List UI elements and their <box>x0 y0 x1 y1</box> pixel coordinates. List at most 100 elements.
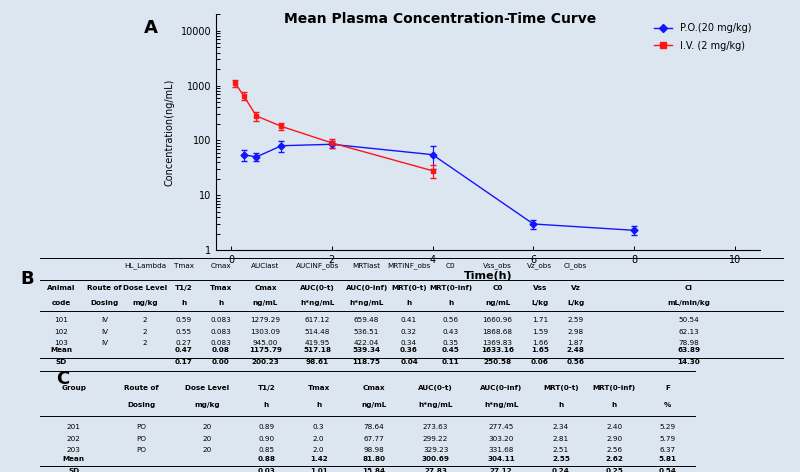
Text: 63.89: 63.89 <box>678 347 700 354</box>
Text: 0.56: 0.56 <box>442 317 458 323</box>
Text: h: h <box>218 300 223 306</box>
Text: 2.81: 2.81 <box>553 436 569 441</box>
Text: Tmax: Tmax <box>307 385 330 391</box>
Text: 0.08: 0.08 <box>212 347 230 354</box>
Text: 2: 2 <box>143 329 147 335</box>
Legend: P.O.(20 mg/kg), I.V. (2 mg/kg): P.O.(20 mg/kg), I.V. (2 mg/kg) <box>650 19 755 55</box>
Text: Cmax: Cmax <box>254 285 277 291</box>
Text: 0.85: 0.85 <box>258 447 274 454</box>
Text: 331.68: 331.68 <box>489 447 514 454</box>
Text: 1369.83: 1369.83 <box>482 340 513 346</box>
Text: 201: 201 <box>66 424 81 430</box>
Text: 0.32: 0.32 <box>401 329 417 335</box>
Text: 304.11: 304.11 <box>487 456 515 463</box>
Text: 6.37: 6.37 <box>659 447 676 454</box>
Text: IV: IV <box>101 329 108 335</box>
Text: 0.41: 0.41 <box>401 317 417 323</box>
Text: 2.62: 2.62 <box>606 456 623 463</box>
Text: h: h <box>612 402 617 408</box>
Text: 2.56: 2.56 <box>606 447 622 454</box>
Text: C0: C0 <box>446 263 455 269</box>
Text: 514.48: 514.48 <box>305 329 330 335</box>
Text: SD: SD <box>56 359 67 365</box>
Text: 0.45: 0.45 <box>442 347 460 354</box>
Text: 0.083: 0.083 <box>210 329 231 335</box>
Text: 1303.09: 1303.09 <box>250 329 281 335</box>
Text: h: h <box>558 402 563 408</box>
Text: 2.59: 2.59 <box>568 317 584 323</box>
Text: h*ng/mL: h*ng/mL <box>300 300 334 306</box>
Text: mg/kg: mg/kg <box>194 402 220 408</box>
Text: 273.63: 273.63 <box>423 424 448 430</box>
Text: 0.3: 0.3 <box>313 424 325 430</box>
Text: 1175.79: 1175.79 <box>249 347 282 354</box>
Text: 1.87: 1.87 <box>568 340 584 346</box>
Text: 98.98: 98.98 <box>363 447 384 454</box>
Y-axis label: Concentration(ng/mL): Concentration(ng/mL) <box>165 78 175 186</box>
Text: IV: IV <box>101 340 108 346</box>
Text: 2.48: 2.48 <box>566 347 585 354</box>
Text: 0.25: 0.25 <box>606 468 623 472</box>
Text: AUC(0-inf): AUC(0-inf) <box>346 285 388 291</box>
Text: A: A <box>144 19 158 37</box>
Text: 0.06: 0.06 <box>531 359 549 365</box>
Text: 0.90: 0.90 <box>258 436 274 441</box>
Text: 419.95: 419.95 <box>305 340 330 346</box>
Text: F: F <box>665 385 670 391</box>
Text: 0.11: 0.11 <box>442 359 459 365</box>
Text: 517.18: 517.18 <box>303 347 331 354</box>
Text: MRTINF_obs: MRTINF_obs <box>387 262 430 269</box>
Text: 1.65: 1.65 <box>531 347 549 354</box>
Text: 299.22: 299.22 <box>423 436 448 441</box>
Text: Group: Group <box>61 385 86 391</box>
Text: ng/mL: ng/mL <box>485 300 510 306</box>
Text: Cmax: Cmax <box>362 385 385 391</box>
Text: 2.40: 2.40 <box>606 424 622 430</box>
Text: 0.24: 0.24 <box>552 468 570 472</box>
Text: 78.98: 78.98 <box>678 340 699 346</box>
Text: 250.58: 250.58 <box>483 359 512 365</box>
Text: 81.80: 81.80 <box>362 456 386 463</box>
Text: 101: 101 <box>54 317 69 323</box>
Text: B: B <box>20 270 34 288</box>
Text: Cmax: Cmax <box>210 263 231 269</box>
Text: 539.34: 539.34 <box>353 347 381 354</box>
Text: h: h <box>264 402 269 408</box>
Text: Mean: Mean <box>50 347 73 354</box>
Text: PO: PO <box>136 436 146 441</box>
Text: 98.61: 98.61 <box>306 359 329 365</box>
Text: 20: 20 <box>202 436 212 441</box>
Text: Cl_obs: Cl_obs <box>564 262 587 269</box>
Text: h: h <box>316 402 322 408</box>
Text: 2.51: 2.51 <box>553 447 569 454</box>
Text: 200.23: 200.23 <box>251 359 279 365</box>
Text: 1660.96: 1660.96 <box>482 317 513 323</box>
Text: Vz_obs: Vz_obs <box>527 262 553 269</box>
Text: Tmax: Tmax <box>210 285 232 291</box>
Text: 2.98: 2.98 <box>568 329 584 335</box>
Text: 536.51: 536.51 <box>354 329 379 335</box>
Text: 2.0: 2.0 <box>313 436 325 441</box>
Text: 50.54: 50.54 <box>678 317 699 323</box>
Text: 0.59: 0.59 <box>175 317 192 323</box>
Text: 67.77: 67.77 <box>363 436 384 441</box>
Text: Cl: Cl <box>685 285 693 291</box>
Text: 1.71: 1.71 <box>532 317 548 323</box>
Text: 0.27: 0.27 <box>175 340 192 346</box>
Text: Route of: Route of <box>124 385 158 391</box>
Text: 5.79: 5.79 <box>659 436 676 441</box>
Text: 118.75: 118.75 <box>353 359 381 365</box>
Text: Vss: Vss <box>533 285 547 291</box>
Text: 0.03: 0.03 <box>258 468 275 472</box>
Text: 2.34: 2.34 <box>553 424 569 430</box>
Text: AUClast: AUClast <box>251 263 279 269</box>
Text: 422.04: 422.04 <box>354 340 379 346</box>
Text: AUC(0-inf): AUC(0-inf) <box>480 385 522 391</box>
Text: h*ng/mL: h*ng/mL <box>350 300 384 306</box>
Text: h*ng/mL: h*ng/mL <box>484 402 518 408</box>
Text: 203: 203 <box>66 447 81 454</box>
Text: 1279.29: 1279.29 <box>250 317 281 323</box>
Text: Dose Level: Dose Level <box>123 285 167 291</box>
Text: HL_Lambda: HL_Lambda <box>124 262 166 269</box>
Text: 0.34: 0.34 <box>401 340 417 346</box>
